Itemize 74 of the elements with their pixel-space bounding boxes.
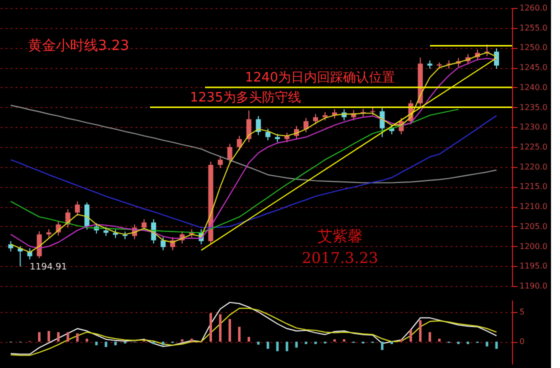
annotation: 2017.3.23: [302, 249, 378, 267]
y-tick-label: 1255.0: [520, 23, 548, 32]
bar: [304, 342, 308, 344]
line-series: [10, 115, 498, 228]
candlestick: [380, 108, 385, 138]
y-tick-label: 0: [520, 337, 525, 346]
y-tick-label: 1225.0: [520, 142, 548, 152]
candlestick: [236, 135, 242, 151]
bar: [76, 333, 79, 342]
y-tick-label: 5: [520, 307, 525, 316]
bar: [428, 332, 432, 342]
candlestick: [142, 218, 147, 232]
y-tick-label: 1235.0: [520, 102, 548, 112]
bar: [152, 342, 155, 344]
bar: [295, 342, 298, 348]
y-tick-label: 1250.0: [520, 43, 548, 52]
bar: [210, 313, 212, 342]
candlestick: [313, 114, 318, 125]
bar: [48, 330, 50, 342]
candlestick: [256, 116, 261, 136]
candlestick: [160, 236, 166, 251]
bar: [266, 342, 270, 349]
y-tick-label: 1240.0: [520, 82, 548, 92]
bar: [257, 342, 260, 345]
bar: [410, 330, 412, 342]
bar: [466, 342, 470, 344]
bar: [486, 342, 488, 346]
bar: [419, 320, 422, 342]
y-tick-label: 1220.0: [520, 162, 548, 172]
bar: [38, 332, 41, 342]
bar: [190, 338, 193, 342]
candlestick: [494, 48, 500, 70]
line-series: [10, 104, 498, 184]
candlestick: [227, 143, 232, 164]
bar: [86, 338, 88, 342]
bar: [457, 342, 460, 344]
y-tick-label: 1200.0: [520, 242, 548, 251]
bar: [162, 342, 164, 346]
y-tick-label: 1245.0: [520, 63, 548, 72]
bar: [95, 342, 98, 346]
bar: [314, 342, 317, 344]
bar: [276, 342, 279, 352]
candlestick: [218, 156, 223, 169]
candlestick: [8, 240, 14, 252]
text: 黄金小时线3.23: [28, 38, 130, 54]
candlestick: [74, 200, 80, 216]
annotation: 艾紫馨: [318, 227, 362, 245]
bar: [57, 332, 60, 342]
candlestick: [304, 118, 309, 133]
bar: [390, 342, 393, 344]
bar: [238, 326, 241, 342]
y-tick-label: 1195.0: [520, 262, 548, 271]
candlestick: [84, 202, 90, 230]
bar: [248, 336, 250, 342]
y-tick-label: 1210.0: [520, 202, 548, 212]
y-tick-label: 1260.0: [520, 4, 548, 12]
bar: [495, 342, 498, 349]
bar: [228, 319, 232, 342]
bar: [114, 342, 117, 346]
ref-line-label: 1240为日内回踩确认位置: [245, 70, 396, 86]
y-tick-label: 1230.0: [520, 122, 548, 132]
y-tick-label: 1205.0: [520, 222, 548, 231]
ref-line-label: 1235为多头防守线: [190, 90, 302, 106]
candlestick: [246, 110, 252, 143]
bar: [380, 342, 384, 350]
annotation: 1194.91: [30, 262, 67, 272]
y-tick-label: 1215.0: [520, 182, 548, 192]
candlestick: [265, 128, 270, 141]
bar: [219, 314, 222, 342]
y-tick-label: 1190.0: [520, 282, 548, 290]
bar: [286, 342, 288, 352]
bar: [104, 342, 108, 348]
bar: [66, 332, 70, 342]
bar: [438, 338, 441, 342]
